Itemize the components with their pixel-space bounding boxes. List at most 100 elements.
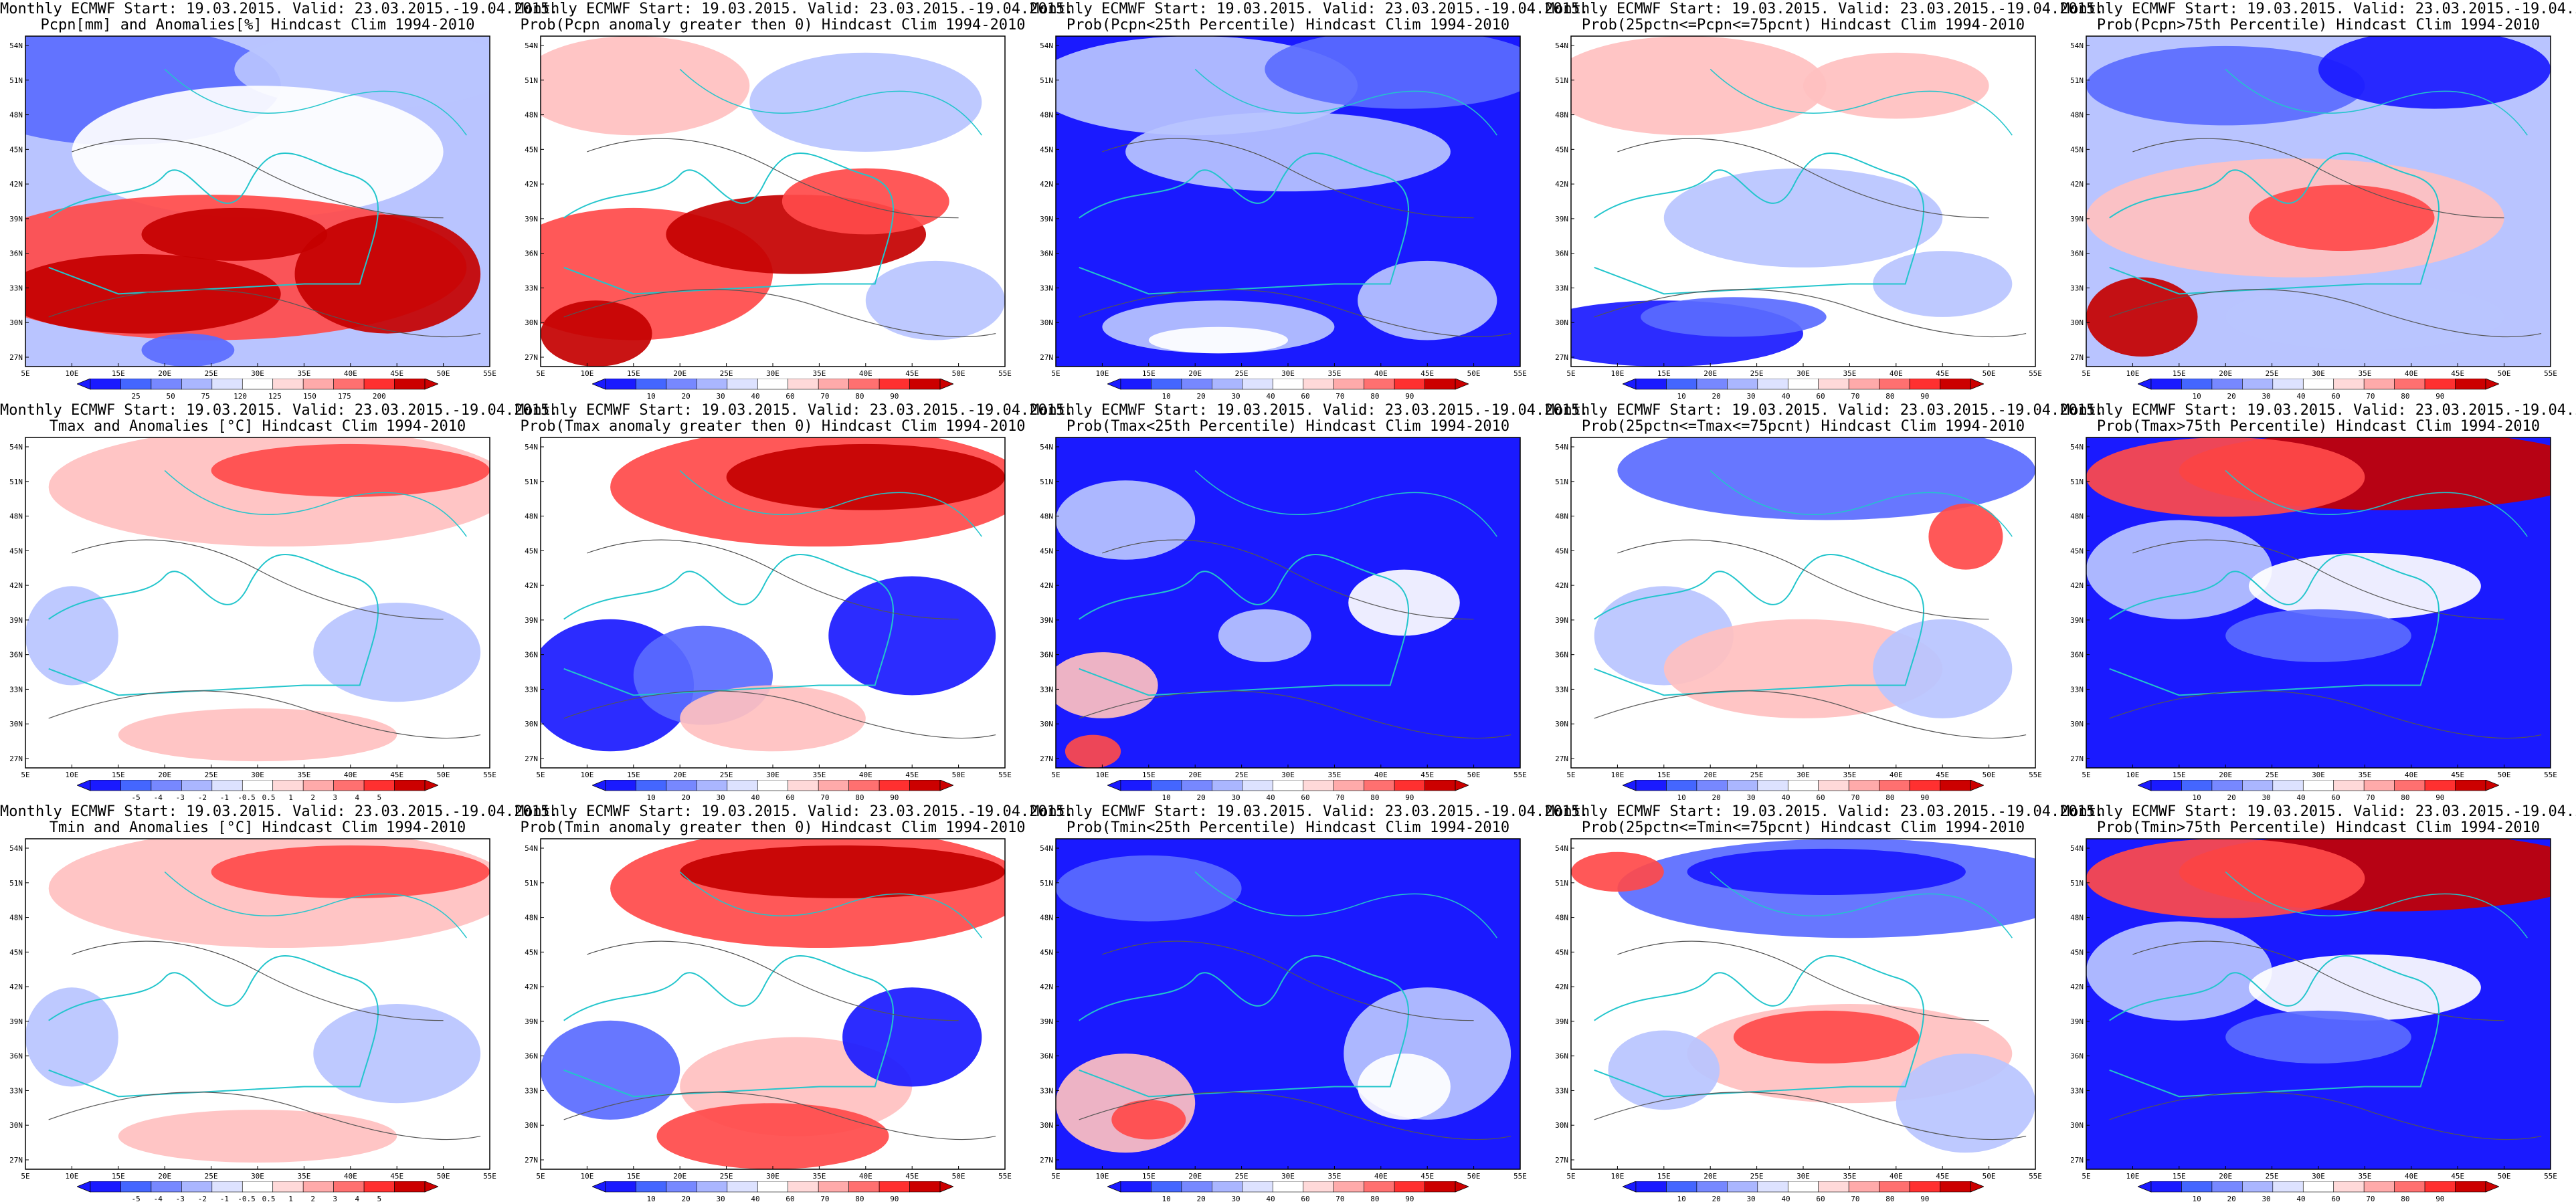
lon-tick-label: 45E xyxy=(2451,369,2464,378)
lon-tick-label: 30E xyxy=(251,1172,264,1181)
colorbar-tick-label: 30 xyxy=(2262,392,2270,401)
lat-tick-label: 48N xyxy=(2070,111,2084,120)
colorbar-tick-label: 90 xyxy=(2435,1195,2444,1203)
lon-tick-label: 55E xyxy=(998,1172,1012,1181)
lon-tick-label: 35E xyxy=(2358,771,2371,779)
lon-tick-label: 15E xyxy=(627,369,640,378)
colorbar-tick-label: 70 xyxy=(1851,392,1859,401)
lat-tick-label: 51N xyxy=(525,76,538,85)
colorbar-tick-label: -3 xyxy=(176,793,185,802)
lon-tick-label: 25E xyxy=(205,1172,218,1181)
lon-tick-label: 40E xyxy=(1374,771,1388,779)
lon-tick-label: 10E xyxy=(1611,369,1624,378)
lat-tick-label: 51N xyxy=(1040,76,1053,85)
lat-tick-label: 45N xyxy=(9,546,23,555)
forecast-map: 54N 51N 48N 45N 42N 39N 36N 33N 30N 27N 5E 10E 15E 20… xyxy=(525,838,1012,1181)
lat-tick-label: 39N xyxy=(525,616,538,625)
colorbar-tick-label: 80 xyxy=(1885,1195,1894,1203)
colorbar-tick-label: 30 xyxy=(716,1195,725,1203)
colorbar: 10 20 30 40 60 70 80 90 xyxy=(1623,780,1984,802)
lon-tick-label: 35E xyxy=(297,1172,310,1181)
lat-tick-label: 30N xyxy=(2070,720,2084,728)
panel-title-line2: Tmin and Anomalies [°C] Hindcast Clim 19… xyxy=(49,819,466,836)
lon-tick-label: 30E xyxy=(1281,771,1295,779)
lat-tick-label: 45N xyxy=(525,546,538,555)
lat-tick-label: 36N xyxy=(2070,651,2084,660)
colorbar-tick-label: 175 xyxy=(338,392,351,401)
lat-tick-label: 30N xyxy=(525,720,538,728)
colorbar-tick-label: 90 xyxy=(2435,392,2444,401)
lon-tick-label: 5E xyxy=(1566,771,1575,779)
forecast-map: 54N 51N 48N 45N 42N 39N 36N 33N 30N 27N 5E 10E 15E 20… xyxy=(1040,35,1527,378)
panel-title-line1: Monthly ECMWF Start: 19.03.2015. Valid: … xyxy=(2061,402,2576,419)
colorbar-tick-label: 20 xyxy=(2227,793,2236,802)
panel-title-line1: Monthly ECMWF Start: 19.03.2015. Valid: … xyxy=(1030,1,1589,17)
colorbar: 10 20 30 40 60 70 80 90 xyxy=(2138,1181,2499,1203)
lon-tick-label: 35E xyxy=(812,369,826,378)
lat-tick-label: 39N xyxy=(2070,1017,2084,1026)
lon-tick-label: 45E xyxy=(1420,771,1434,779)
lat-tick-label: 42N xyxy=(9,180,23,189)
colorbar-tick-label: 40 xyxy=(1266,392,1275,401)
colorbar-tick-label: 10 xyxy=(1162,1195,1171,1203)
lat-tick-label: 33N xyxy=(9,284,23,292)
lon-tick-label: 30E xyxy=(251,369,264,378)
lat-tick-label: 48N xyxy=(1040,111,1053,120)
colorbar: 10 20 30 40 60 70 80 90 xyxy=(1623,379,1984,401)
lat-tick-label: 48N xyxy=(2070,914,2084,922)
lon-tick-label: 25E xyxy=(1235,369,1249,378)
lat-tick-label: 30N xyxy=(1040,1121,1053,1130)
lat-tick-label: 33N xyxy=(2070,284,2084,292)
lon-tick-label: 5E xyxy=(1566,369,1575,378)
lat-tick-label: 42N xyxy=(1555,180,1568,189)
lon-tick-label: 25E xyxy=(1235,1172,1249,1181)
colorbar-tick-label: 30 xyxy=(716,392,725,401)
lat-tick-label: 51N xyxy=(9,76,23,85)
panel-title-line2: Prob(25pctn<=Pcpn<=75pcnt) Hindcast Clim… xyxy=(1581,17,2025,33)
lon-tick-label: 10E xyxy=(1611,771,1624,779)
panel-title-line2: Prob(Tmin<25th Percentile) Hindcast Clim… xyxy=(1066,819,1510,836)
lat-tick-label: 42N xyxy=(1555,581,1568,590)
lon-tick-label: 35E xyxy=(1843,369,1856,378)
lon-tick-label: 30E xyxy=(1797,369,1810,378)
lon-tick-label: 45E xyxy=(390,369,403,378)
lat-tick-label: 33N xyxy=(1555,685,1568,694)
lon-tick-label: 15E xyxy=(1657,369,1671,378)
colorbar-tick-label: 10 xyxy=(1162,392,1171,401)
lat-tick-label: 30N xyxy=(525,1121,538,1130)
panel-title-line2: Prob(25pctn<=Tmin<=75pcnt) Hindcast Clim… xyxy=(1581,819,2025,836)
lon-tick-label: 5E xyxy=(1566,1172,1575,1181)
lon-tick-label: 5E xyxy=(536,369,545,378)
lat-tick-label: 45N xyxy=(2070,948,2084,957)
lat-tick-label: 48N xyxy=(525,111,538,120)
panel-title-line1: Monthly ECMWF Start: 19.03.2015. Valid: … xyxy=(1546,803,2104,820)
colorbar-tick-label: 10 xyxy=(647,392,656,401)
colorbar-tick-label: 60 xyxy=(2331,793,2340,802)
map-panel-r3c4: Monthly ECMWF Start: 19.03.2015. Valid: … xyxy=(1546,803,2104,1204)
lon-tick-label: 15E xyxy=(1142,369,1156,378)
lon-tick-label: 25E xyxy=(1750,1172,1764,1181)
map-panel-r3c5: Monthly ECMWF Start: 19.03.2015. Valid: … xyxy=(2061,803,2576,1204)
lat-tick-label: 36N xyxy=(1040,249,1053,258)
colorbar-tick-label: 40 xyxy=(2296,1195,2305,1203)
lat-tick-label: 51N xyxy=(9,478,23,486)
lat-tick-label: 54N xyxy=(525,443,538,452)
colorbar-tick-label: -0.5 xyxy=(238,793,256,802)
lat-tick-label: 54N xyxy=(1555,844,1568,853)
lon-tick-label: 5E xyxy=(1051,771,1060,779)
lat-tick-label: 54N xyxy=(2070,443,2084,452)
panel-title-line1: Monthly ECMWF Start: 19.03.2015. Valid: … xyxy=(1030,402,1589,419)
colorbar-tick-label: 90 xyxy=(890,1195,899,1203)
panel-title-line2: Prob(Pcpn>75th Percentile) Hindcast Clim… xyxy=(2096,17,2541,33)
lon-tick-label: 15E xyxy=(2173,369,2186,378)
lon-tick-label: 30E xyxy=(766,1172,779,1181)
lat-tick-label: 36N xyxy=(9,651,23,660)
lon-tick-label: 40E xyxy=(344,369,357,378)
colorbar-tick-label: 5 xyxy=(377,793,382,802)
lon-tick-label: 35E xyxy=(1327,1172,1341,1181)
panel-title-line2: Prob(Tmin>75th Percentile) Hindcast Clim… xyxy=(2096,819,2541,836)
lon-tick-label: 45E xyxy=(1936,1172,1949,1181)
colorbar-tick-label: 90 xyxy=(2435,793,2444,802)
lon-tick-label: 5E xyxy=(1051,369,1060,378)
lon-tick-label: 50E xyxy=(952,771,965,779)
